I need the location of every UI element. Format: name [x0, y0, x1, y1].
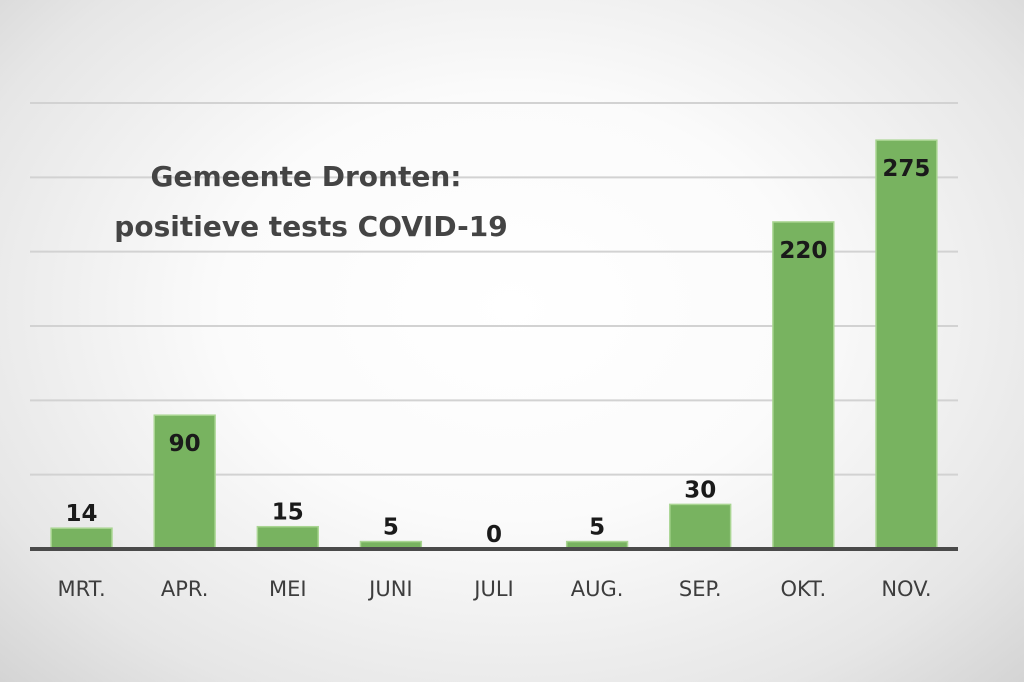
bar [772, 221, 835, 550]
x-tick-label: SEP. [679, 577, 722, 601]
data-label: 5 [589, 515, 605, 541]
x-tick-label: JUNI [367, 577, 412, 601]
x-tick-label: JULI [472, 577, 513, 601]
x-tick-label: MRT. [57, 577, 105, 601]
bar [256, 525, 319, 550]
data-label: 15 [272, 500, 304, 526]
x-tick-label: OKT. [780, 577, 826, 601]
bar [875, 139, 938, 550]
bar [669, 503, 732, 550]
data-label: 5 [383, 515, 399, 541]
x-tick-labels: MRT. APR. MEI JUNI JULI AUG. SEP. OKT. NOV. [57, 577, 931, 601]
data-label: 0 [486, 522, 502, 548]
data-label: 275 [882, 156, 930, 182]
data-labels: 14 90 15 5 0 5 30 220 275 [66, 156, 931, 548]
x-tick-label: AUG. [571, 577, 624, 601]
bar [50, 527, 113, 550]
x-tick-label: NOV. [881, 577, 931, 601]
data-label: 30 [684, 477, 716, 503]
data-label: 90 [169, 431, 201, 457]
x-tick-label: MEI [269, 577, 307, 601]
data-label: 14 [66, 501, 98, 527]
chart-subtitle: positieve tests COVID-19 [114, 210, 507, 243]
data-label: 220 [779, 238, 827, 264]
bars [50, 139, 938, 550]
x-tick-label: APR. [161, 577, 209, 601]
chart-title: Gemeente Dronten: [151, 160, 462, 193]
